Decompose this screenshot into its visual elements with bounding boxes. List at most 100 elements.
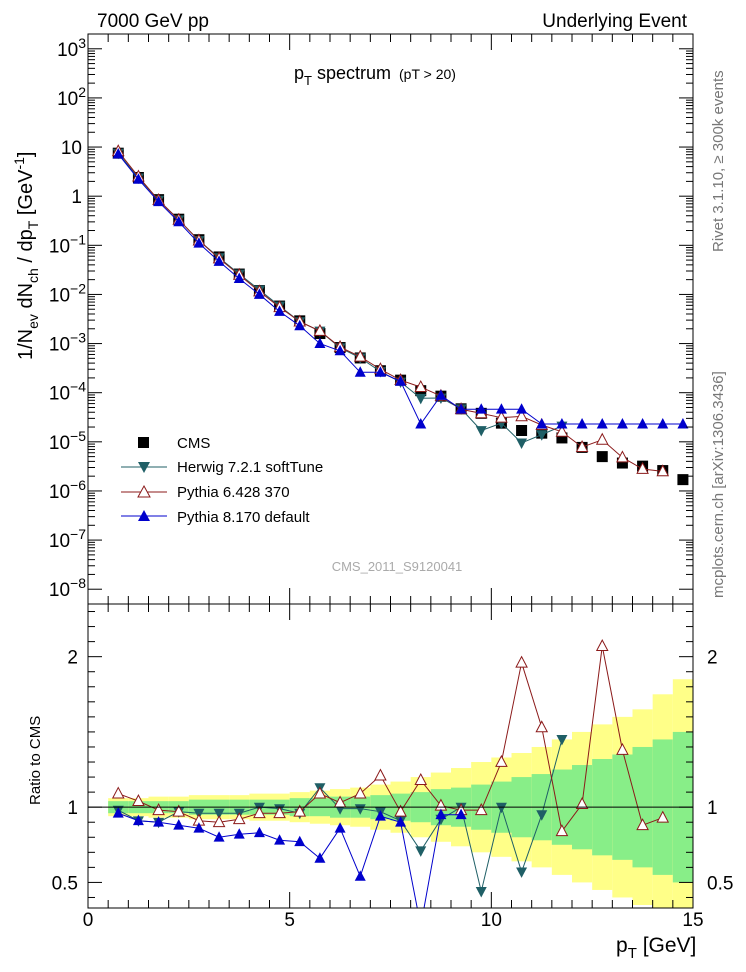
data-point-pythia-8-170-default [516, 403, 528, 414]
data-point-pythia-8-170-default [153, 195, 165, 207]
ratio-point-pythia-6-428-370 [474, 803, 488, 816]
ratio-point-pythia-6-428-370 [132, 794, 145, 807]
series-line-herwig-7-2-1-softtune [117, 152, 563, 444]
ratio-point-pythia-6-428-370 [595, 639, 609, 652]
ratio-point-pythia-6-428-370 [616, 742, 629, 755]
legend-marker-herwig [138, 462, 150, 473]
data-point-cms [596, 451, 608, 463]
ratio-point-pythia-8-170-default [314, 852, 326, 863]
ratio-y-tick-label-right: 2 [707, 648, 718, 669]
ratio-line-pythia-6-428-370 [118, 646, 663, 833]
data-point-herwig-7-2-1-softtune [516, 438, 528, 449]
main-y-tick-label: 10−5 [49, 428, 86, 454]
ratio-point-pythia-8-170-default [233, 828, 245, 839]
ratio-point-herwig-7-2-1-softtune [556, 735, 568, 746]
ratio-point-pythia-6-428-370 [172, 804, 186, 817]
ratio-point-pythia-6-428-370 [212, 815, 226, 828]
data-point-pythia-8-170-default [495, 403, 507, 414]
main-y-tick-label: 1 [71, 187, 82, 208]
data-point-pythia-8-170-default [596, 418, 608, 429]
data-point-pythia-8-170-default [435, 389, 447, 400]
ratio-point-pythia-8-170-default [294, 835, 306, 847]
ratio-series-pythia-6-428-370 [111, 639, 670, 837]
data-point-pythia-8-170-default [677, 418, 689, 429]
ratio-point-pythia-6-428-370 [152, 803, 165, 816]
ratio-point-pythia-6-428-370 [313, 786, 327, 799]
ratio-point-pythia-6-428-370 [414, 772, 428, 785]
data-point-herwig-7-2-1-softtune [415, 393, 427, 405]
x-tick-label: 5 [284, 910, 295, 931]
data-point-pythia-8-170-default [253, 288, 265, 299]
main-y-axis-label: 1/Nev dNch / dpT [GeV-1] [11, 152, 41, 360]
ratio-series-layer [111, 639, 670, 908]
main-series-layer [111, 144, 689, 486]
data-point-pythia-8-170-default [536, 418, 548, 429]
data-point-pythia-8-170-default [132, 173, 144, 184]
ratio-point-pythia-6-428-370 [495, 754, 508, 767]
main-y-tick-label: 10−3 [49, 330, 86, 356]
ratio-point-pythia-6-428-370 [232, 812, 246, 825]
data-point-pythia-8-170-default [193, 237, 205, 248]
data-point-pythia-8-170-default [395, 375, 407, 386]
x-axis-label: pT [GeV] [616, 934, 696, 962]
ratio-point-pythia-8-170-default [112, 807, 124, 818]
data-point-pythia-8-170-default [173, 215, 185, 227]
legend-label-cms: CMS [177, 435, 210, 452]
main-y-tick-label: 10−1 [49, 231, 86, 257]
legend-label-pythia6: Pythia 6.428 370 [177, 484, 290, 501]
data-point-pythia-6-428-370 [414, 379, 428, 392]
data-point-pythia-8-170-default [637, 418, 649, 429]
ratio-uncertainty-band [108, 679, 693, 908]
data-point-pythia-8-170-default [213, 255, 225, 266]
data-point-pythia-8-170-default [294, 319, 306, 331]
ratio-point-pythia-6-428-370 [111, 786, 125, 799]
ratio-point-pythia-8-170-default [213, 831, 225, 842]
data-point-pythia-8-170-default [354, 366, 366, 377]
legend-marker-cms [138, 437, 149, 448]
series-pythia-8-170-default [112, 148, 689, 429]
x-tick-label: 10 [481, 910, 502, 931]
ratio-point-pythia-8-170-default [173, 819, 185, 830]
data-point-pythia-6-428-370 [616, 450, 629, 463]
ratio-point-herwig-7-2-1-softtune [495, 802, 507, 814]
plot-title: pT spectrum (pT > 20) [294, 63, 456, 88]
ratio-point-herwig-7-2-1-softtune [516, 867, 528, 878]
data-point-pythia-8-170-default [455, 403, 467, 414]
main-y-tick-label: 10−8 [49, 575, 86, 601]
data-point-pythia-6-428-370 [636, 461, 649, 474]
x-tick-label: 15 [682, 910, 703, 931]
legend-label-pythia8: Pythia 8.170 default [177, 509, 310, 526]
main-y-tick-label: 10−4 [49, 379, 86, 405]
ratio-y-tick-label: 0.5 [52, 873, 78, 894]
ratio-y-tick-label: 1 [67, 798, 78, 819]
ratio-point-pythia-6-428-370 [575, 797, 589, 810]
ratio-point-pythia-6-428-370 [515, 655, 528, 668]
ratio-point-pythia-8-170-default [153, 816, 165, 827]
data-point-cms [556, 432, 568, 444]
ratio-series-pythia-8-170-default [112, 807, 467, 908]
data-point-pythia-6-428-370 [555, 424, 569, 437]
main-y-tick-label: 10−2 [49, 280, 86, 306]
ratio-point-pythia-6-428-370 [535, 720, 549, 733]
data-point-pythia-6-428-370 [313, 323, 327, 336]
ratio-point-herwig-7-2-1-softtune [415, 846, 427, 857]
main-y-tick-label: 103 [57, 35, 86, 61]
data-point-pythia-6-428-370 [656, 464, 670, 477]
ratio-point-pythia-6-428-370 [555, 824, 569, 837]
watermark-label: CMS_2011_S9120041 [332, 559, 463, 574]
data-point-pythia-8-170-default [616, 418, 628, 429]
ratio-point-pythia-8-170-default [132, 814, 144, 826]
ratio-y-tick-label: 2 [67, 648, 78, 669]
data-point-pythia-8-170-default [415, 418, 427, 429]
ratio-point-pythia-8-170-default [374, 810, 386, 821]
ratio-point-herwig-7-2-1-softtune [536, 810, 548, 821]
ratio-point-pythia-6-428-370 [293, 804, 307, 817]
data-point-pythia-6-428-370 [595, 432, 609, 445]
data-point-pythia-8-170-default [657, 418, 669, 429]
side-rivet-label: Rivet 3.1.10, ≥ 300k events [710, 70, 727, 252]
ratio-y-axis-label: Ratio to CMS [27, 716, 44, 805]
main-y-tick-label: 10 [61, 138, 82, 159]
main-y-tick-label: 10−6 [49, 477, 86, 503]
legend-marker-pythia6 [137, 484, 151, 498]
